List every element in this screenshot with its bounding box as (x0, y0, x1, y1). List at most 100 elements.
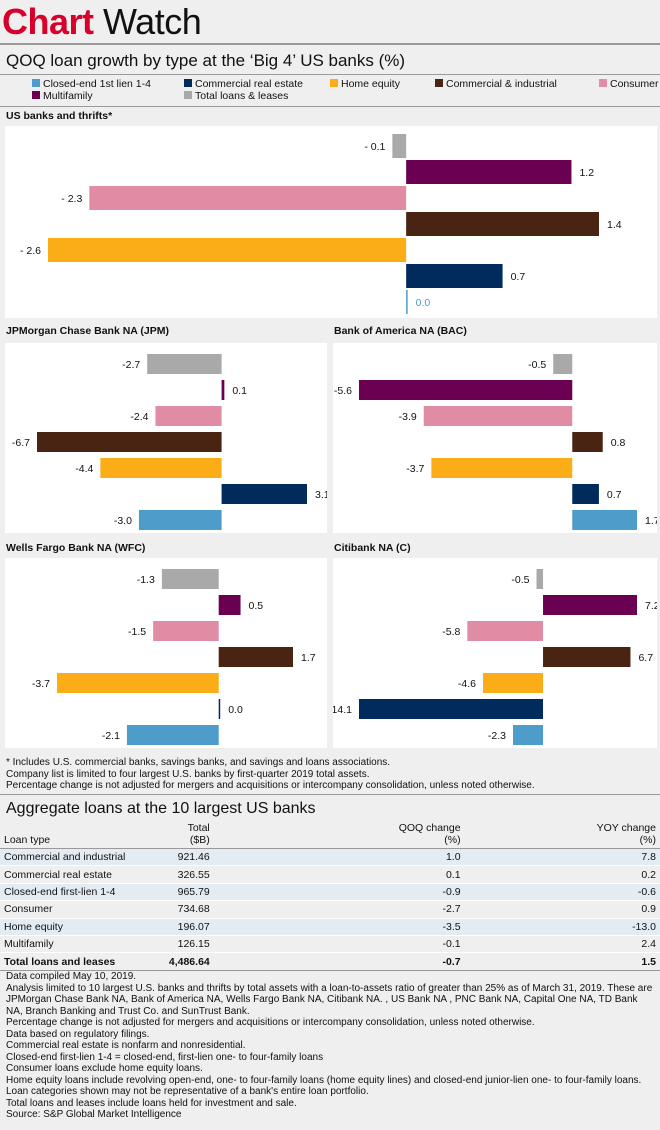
bar-chart: -0.5 7.2 -5.8 6.7 -4.6 -14.1 -2.3 (333, 569, 657, 745)
brand-logo: Chart Watch (2, 1, 202, 42)
cell: 126.15 (142, 935, 375, 954)
cell: 326.55 (142, 865, 375, 884)
data-label: -2.3 (488, 730, 506, 742)
note: Total loans and leases include loans hel… (6, 1097, 297, 1109)
legend-item: Consumer (599, 78, 658, 91)
legend-swatch (184, 79, 192, 87)
chart-footnote: Company list is limited to four largest … (6, 768, 370, 780)
notes: Data compiled May 10, 2019. Analysis lim… (6, 971, 656, 1121)
bar-multifamily (543, 595, 637, 615)
cell: -0.9 (374, 883, 586, 902)
data-label: -2.7 (122, 359, 140, 371)
col-loan-type: Loan type (0, 820, 143, 849)
cell: Commercial real estate (0, 865, 143, 884)
data-label: -1.5 (128, 626, 146, 638)
legend-label: Home equity (341, 78, 400, 90)
cell: Consumer (0, 900, 143, 919)
data-label: 0.7 (511, 271, 526, 283)
cell: Commercial and industrial (0, 848, 143, 867)
note: Commercial real estate is nonfarm and no… (6, 1040, 246, 1051)
data-label: -3.9 (399, 411, 417, 423)
legend-item: Multifamily (32, 90, 93, 103)
legend-label: Total loans & leases (195, 90, 289, 102)
cell: Total loans and leases (0, 952, 143, 971)
panel-us-banks: - 0.1 1.2 - 2.3 1.4 - 2.6 0.7 0.0 (5, 126, 657, 318)
legend-label: Consumer (610, 78, 659, 90)
bar-consumer (153, 621, 219, 641)
bar-cre (572, 484, 599, 504)
chart-title: QOQ loan growth by type at the ‘Big 4’ U… (6, 51, 406, 70)
bar-chart: -1.3 0.5 -1.5 1.7 -3.7 0.0 -2.1 (32, 569, 316, 745)
cell: 921.46 (142, 848, 375, 867)
data-label: -1.3 (137, 574, 155, 586)
panel-jpm: -2.7 0.1 -2.4 -6.7 -4.4 3.1 -3.0 (5, 343, 327, 533)
bar-cre (406, 264, 503, 288)
cell: 965.79 (142, 883, 375, 902)
data-label: 0.0 (416, 297, 431, 309)
bar-ci (218, 647, 293, 667)
bar-multifamily (359, 380, 573, 400)
legend-label: Multifamily (43, 90, 93, 102)
cell: 2.4 (585, 935, 660, 954)
data-label: 1.2 (579, 167, 594, 179)
data-label: -2.1 (102, 730, 120, 742)
cell: 196.07 (142, 918, 375, 936)
bar-closed_end (513, 725, 544, 745)
legend-label: Commercial & industrial (446, 78, 557, 90)
bar-chart: -2.7 0.1 -2.4 -6.7 -4.4 3.1 -3.0 (12, 354, 327, 530)
cell: Closed-end first-lien 1-4 (0, 883, 143, 902)
panel-title-c: Citibank NA (C) (334, 542, 411, 554)
bar-ci (37, 432, 222, 452)
legend-swatch (330, 79, 338, 87)
bar-total (392, 134, 407, 158)
col-qoq: QOQ change (%) (374, 820, 586, 849)
brand-word-2: Watch (103, 1, 202, 42)
cell: 1.0 (374, 848, 586, 867)
data-label: - 0.1 (364, 141, 385, 153)
chart-footnote: Percentage change is not adjusted for me… (6, 780, 535, 791)
table-row: Multifamily 126.15 -0.1 2.4 (0, 935, 660, 954)
loans-table: Loan type Total ($B) QOQ change (%) YOY … (0, 820, 660, 971)
legend-swatch (32, 91, 40, 99)
bar-home_equity (57, 673, 219, 693)
data-label: -5.6 (334, 385, 352, 397)
panel-citi: -0.5 7.2 -5.8 6.7 -4.6 -14.1 -2.3 (333, 558, 657, 748)
bar-closed_end (138, 510, 222, 530)
note: Data compiled May 10, 2019. (6, 971, 137, 982)
table-header: Loan type Total ($B) QOQ change (%) YOY … (0, 820, 660, 849)
legend-label: Commercial real estate (195, 78, 303, 90)
bar-home_equity (431, 458, 573, 478)
data-label: 0.1 (232, 385, 247, 397)
bar-home_equity (100, 458, 222, 478)
panel-wfc: -1.3 0.5 -1.5 1.7 -3.7 0.0 -2.1 (5, 558, 327, 748)
col-total: Total ($B) (142, 820, 375, 849)
bar-cre (359, 699, 544, 719)
legend-item: Commercial real estate (184, 78, 303, 91)
chart-footnote: * Includes U.S. commercial banks, saving… (6, 757, 391, 768)
data-label: 0.5 (249, 600, 264, 612)
panel-title-bac: Bank of America NA (BAC) (334, 325, 467, 337)
note: Home equity loans include revolving open… (6, 1074, 642, 1086)
divider (0, 43, 660, 45)
data-label: 1.7 (301, 652, 316, 664)
legend-label: Closed-end 1st lien 1-4 (43, 78, 151, 90)
legend-item: Closed-end 1st lien 1-4 (32, 78, 151, 91)
panel-title-us: US banks and thrifts* (6, 110, 113, 122)
cell: 0.9 (585, 900, 660, 919)
cell: Multifamily (0, 935, 143, 954)
data-label: - 2.3 (61, 193, 82, 205)
cell: 0.2 (585, 865, 660, 884)
bar-multifamily (218, 595, 241, 615)
note: Source: S&P Global Market Intelligence (6, 1109, 182, 1120)
divider (0, 74, 660, 75)
cell: -0.6 (585, 883, 660, 902)
cell: -13.0 (585, 918, 660, 936)
bar-cre (221, 484, 307, 504)
legend-swatch (184, 91, 192, 99)
data-label: -4.6 (458, 678, 476, 690)
data-label: -0.5 (511, 574, 529, 586)
table-total-row: Total loans and leases 4,486.64 -0.7 1.5 (0, 952, 660, 971)
cell: Home equity (0, 918, 143, 936)
table-row: Commercial real estate 326.55 0.1 0.2 (0, 865, 660, 884)
col-yoy: YOY change (%) (585, 820, 660, 849)
